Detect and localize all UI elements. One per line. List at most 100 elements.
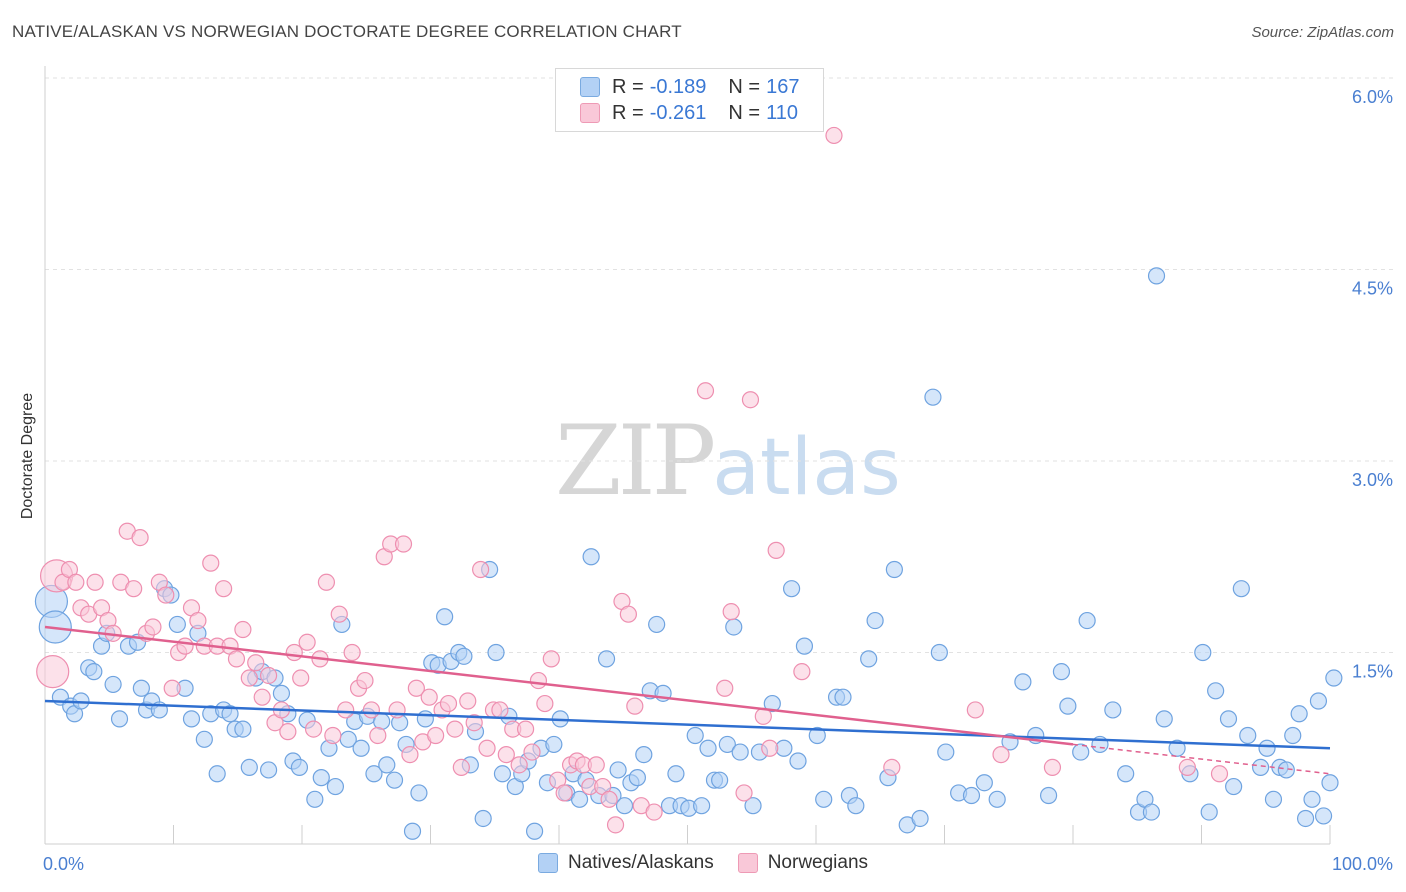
norwegians-point <box>1178 758 1196 777</box>
y-tick-label: 1.5% <box>1352 662 1393 682</box>
norwegians-point <box>716 679 734 697</box>
natives-point <box>1200 803 1218 821</box>
natives-point <box>474 809 492 828</box>
norwegians-point <box>645 803 663 821</box>
norwegians-point <box>356 671 374 690</box>
natives-point <box>1309 692 1328 710</box>
norwegians-point <box>735 784 753 802</box>
natives-point <box>326 777 345 796</box>
norwegians-point <box>555 784 573 802</box>
series-swatch-blue <box>537 853 558 873</box>
norwegians-point <box>472 560 490 579</box>
norwegians-point <box>317 573 336 591</box>
norwegians-point <box>330 605 348 623</box>
norwegians-point <box>247 654 265 672</box>
norwegians-point <box>767 541 785 559</box>
natives-point <box>725 618 743 636</box>
natives-point <box>104 675 122 694</box>
natives-point <box>312 769 330 787</box>
y-tick-label: 6.0% <box>1352 87 1393 107</box>
norwegians-point <box>215 580 233 598</box>
legend-n-value: 110 <box>766 101 798 124</box>
natives-point <box>525 822 544 840</box>
norwegians-point <box>465 714 483 732</box>
natives-point <box>1052 663 1071 681</box>
norwegians-point <box>369 726 387 745</box>
natives-point <box>378 756 396 774</box>
natives-point <box>937 743 955 761</box>
natives-point <box>1284 726 1302 745</box>
natives-point <box>1194 643 1212 662</box>
natives-point <box>789 752 807 770</box>
series-legend-label: Norwegians <box>767 852 869 873</box>
norwegians-point <box>388 701 406 719</box>
series-legend-norwegians[interactable]: Norwegians <box>737 852 869 874</box>
natives-point <box>1325 669 1343 687</box>
natives-point <box>234 720 252 738</box>
norwegians-point <box>157 586 175 604</box>
natives-point <box>85 663 103 681</box>
norwegians-point <box>516 720 535 738</box>
y-tick-label: 3.0% <box>1352 470 1393 490</box>
natives-point <box>628 769 646 787</box>
natives-point <box>795 637 814 655</box>
x-tick-label: 0.0% <box>43 854 84 874</box>
natives-trend-line <box>44 699 1331 750</box>
natives-point <box>1207 682 1225 700</box>
natives-point <box>1059 697 1077 715</box>
norwegians-point <box>491 701 509 719</box>
natives-point <box>962 786 981 805</box>
natives-point <box>1147 267 1166 285</box>
natives-point <box>290 758 309 777</box>
norwegians-point <box>478 739 496 757</box>
norwegians-point <box>510 756 528 774</box>
norwegians-point <box>324 726 342 745</box>
legend-row-natives: R = -0.189 N = 167 <box>580 75 799 99</box>
x-tick-label: 100.0% <box>1332 854 1393 874</box>
natives-point <box>635 746 653 764</box>
norwegians-point <box>446 720 464 738</box>
norwegians-point <box>1043 758 1062 777</box>
natives-point <box>352 739 370 757</box>
natives-point <box>208 765 226 783</box>
natives-point <box>782 580 801 598</box>
norwegians-point <box>439 694 458 713</box>
natives-point <box>403 822 422 840</box>
norwegians-point <box>189 611 207 630</box>
series-legend-natives[interactable]: Natives/Alaskans <box>537 852 714 874</box>
norwegians-point <box>966 701 984 719</box>
norwegians-point <box>587 756 605 774</box>
norwegians-point <box>529 671 548 690</box>
natives-point <box>168 615 186 634</box>
natives-point <box>1290 705 1308 723</box>
natives-point <box>221 705 239 723</box>
natives-point <box>240 758 258 777</box>
norwegians-point <box>202 554 220 572</box>
norwegians-point <box>619 605 637 623</box>
norwegians-point <box>992 746 1010 764</box>
natives-point <box>1232 580 1250 598</box>
norwegians-point <box>36 655 70 689</box>
series-swatch-pink <box>737 853 758 873</box>
legend-row-norwegians: R = -0.261 N = 110 <box>580 101 798 125</box>
norwegians-point <box>600 790 618 808</box>
legend-r-value: -0.261 <box>649 101 707 124</box>
natives-point <box>1264 790 1283 808</box>
natives-point <box>763 694 781 713</box>
natives-point <box>182 710 201 728</box>
natives-point <box>306 790 324 808</box>
natives-point <box>365 765 383 783</box>
natives-point <box>648 615 666 634</box>
natives-point <box>416 710 434 728</box>
natives-point <box>975 774 993 792</box>
norwegians-point <box>304 720 323 738</box>
legend-r-label: R = <box>612 75 644 98</box>
natives-point <box>1303 790 1321 808</box>
natives-point <box>911 809 929 828</box>
legend-r-label: R = <box>612 101 644 124</box>
natives-point <box>1219 710 1238 728</box>
norwegians-point <box>793 663 811 681</box>
norwegians-point <box>452 758 470 777</box>
norwegians-point <box>536 694 554 713</box>
natives-point <box>110 710 129 728</box>
